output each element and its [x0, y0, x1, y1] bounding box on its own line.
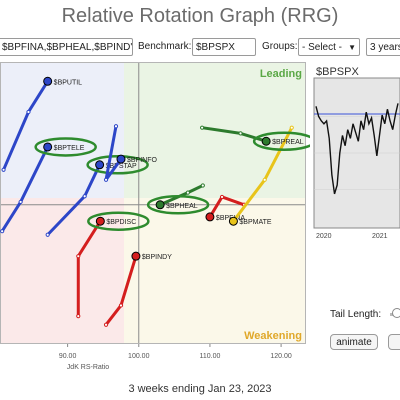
- series-head[interactable]: [95, 160, 105, 170]
- tail-point: [200, 183, 205, 188]
- price-x-label: 2020: [316, 233, 332, 240]
- plot-frame: [0, 62, 306, 344]
- page-title: Relative Rotation Graph (RRG): [61, 5, 339, 27]
- tail-point: [103, 322, 109, 327]
- series-layer: $BPUTIL $BPTELE $BPSTAP$BPINFO $BPHEAL $BPDI…: [0, 76, 310, 327]
- series-bpheal[interactable]: $BPHEAL: [146, 183, 210, 215]
- tail-point: [219, 194, 225, 200]
- price-line: [315, 103, 399, 195]
- series-bpdisc[interactable]: $BPDISC: [76, 211, 150, 319]
- panel-symbol: $BPSPX: [316, 66, 359, 78]
- series-bpmate[interactable]: $BPMATE: [228, 125, 294, 226]
- series-label: $BPTELE: [54, 145, 85, 152]
- period-select[interactable]: 3 years: [366, 38, 400, 56]
- series-label: $BPHEAL: [166, 203, 198, 210]
- highlight-ring: [146, 195, 210, 215]
- tail-point: [185, 190, 190, 195]
- tail-point: [118, 303, 124, 308]
- series-label: $BPREAL: [272, 139, 304, 146]
- series-bputil[interactable]: $BPUTIL: [1, 76, 83, 172]
- tail-point: [113, 124, 119, 129]
- x-axis-label: JdK RS-Ratio: [67, 364, 110, 371]
- series-label: $BPINDY: [142, 254, 172, 261]
- grid-lines: [0, 62, 306, 344]
- groups-label: Groups:: [262, 41, 298, 52]
- quadrant-weakening: [124, 198, 306, 344]
- series-bpinfo[interactable]: $BPINFO: [103, 124, 158, 182]
- tail-length-slider-handle[interactable]: [392, 308, 400, 318]
- tail-point: [0, 229, 5, 234]
- tail-length-label: Tail Length:: [330, 309, 382, 320]
- series-bpreal[interactable]: $BPREAL: [200, 125, 310, 151]
- highlight-ring: [34, 137, 97, 157]
- benchmark-price-panel: $BPSPX 2020 2021: [313, 66, 400, 240]
- series-head[interactable]: [131, 251, 141, 261]
- tail-point: [82, 194, 87, 199]
- tail-point: [262, 177, 267, 182]
- series-bpindy[interactable]: $BPINDY: [103, 251, 172, 327]
- quadrant-label-weakening: Weakening: [244, 330, 302, 342]
- series-label: $BPSTAP: [106, 163, 137, 170]
- series-head[interactable]: [116, 154, 126, 164]
- x-tick-label: 120.00: [270, 353, 292, 360]
- series-head[interactable]: [261, 136, 271, 146]
- tail-point: [289, 125, 294, 130]
- highlight-ring: [87, 211, 150, 231]
- groups-select[interactable]: - Select - ▼: [298, 38, 360, 56]
- period-caption: 3 weeks ending Jan 23, 2023: [128, 383, 272, 395]
- tail-point: [26, 109, 31, 115]
- price-x-label: 2021: [372, 233, 388, 240]
- series-label: $BPINFO: [127, 157, 158, 164]
- tail-point: [1, 167, 6, 172]
- symbols-input[interactable]: $BPFINA,$BPHEAL,$BPIND': [0, 38, 133, 56]
- series-head[interactable]: [228, 216, 238, 226]
- chevron-down-icon: ▼: [348, 43, 356, 52]
- series-label: $BPMATE: [239, 219, 271, 226]
- series-head[interactable]: [43, 76, 53, 86]
- quadrant-backgrounds: [0, 62, 306, 344]
- tail-point: [18, 199, 23, 205]
- tail-point: [76, 314, 81, 319]
- tail-point: [103, 177, 109, 182]
- benchmark-input[interactable]: $BPSPX: [192, 38, 256, 56]
- controls-bar: $BPFINA,$BPHEAL,$BPIND' Benchmark: $BPSP…: [0, 38, 400, 58]
- highlight-ring: [252, 131, 310, 151]
- groups-select-value: - Select -: [302, 42, 343, 53]
- tail-point: [45, 232, 50, 237]
- series-head[interactable]: [205, 212, 215, 222]
- x-tick-label: 110.00: [199, 353, 220, 360]
- series-head[interactable]: [95, 216, 105, 226]
- animate-button[interactable]: animate: [330, 334, 378, 350]
- next-button[interactable]: [388, 334, 400, 350]
- series-bptele[interactable]: $BPTELE: [0, 137, 97, 234]
- x-axis-ticks: 90.00 100.00 110.00 120.00: [59, 344, 292, 360]
- price-x-labels: 2020 2021: [316, 233, 388, 240]
- x-tick-label: 100.00: [128, 353, 150, 360]
- tail-point: [76, 254, 81, 259]
- series-label: $BPUTIL: [54, 79, 83, 86]
- panel-controls: Tail Length: animate: [310, 305, 400, 375]
- benchmark-label: Benchmark:: [138, 41, 192, 52]
- x-tick-label: 90.00: [59, 353, 77, 360]
- tail-point: [238, 131, 243, 136]
- series-head[interactable]: [43, 142, 53, 152]
- series-head[interactable]: [155, 200, 165, 210]
- rrg-chart: Leading Weakening 90.00 100.00 110.00 120.0…: [0, 62, 310, 371]
- quadrant-label-leading: Leading: [260, 68, 302, 80]
- tail-point: [200, 125, 205, 130]
- series-label: $BPDISC: [106, 219, 136, 226]
